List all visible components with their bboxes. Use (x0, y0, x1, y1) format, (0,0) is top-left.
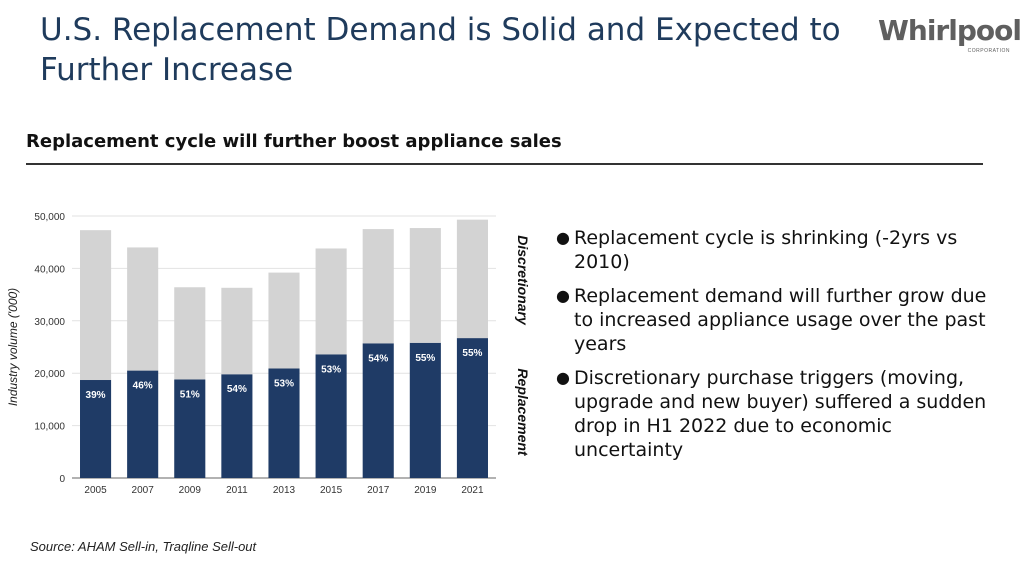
bar-replacement (362, 343, 394, 478)
bar-discretionary (456, 219, 488, 339)
y-tick-label: 10,000 (34, 422, 65, 433)
x-tick-label: 2007 (132, 485, 155, 496)
bar-replacement (315, 354, 347, 478)
stacked-bar-chart: 0 10,000 20,000 30,000 40,000 50,000 Industry … (6, 212, 531, 496)
y-axis-label: Industry volume ('000) (6, 288, 20, 406)
bar-discretionary (362, 229, 394, 344)
x-tick-label: 2005 (84, 485, 107, 496)
x-tick-label: 2009 (179, 485, 202, 496)
legend-discretionary: Discretionary (515, 235, 531, 326)
x-tick-label: 2013 (273, 485, 296, 496)
bullet-text: Replacement demand will further grow due… (574, 285, 987, 355)
bullet-dot: ● (556, 228, 570, 247)
bar-discretionary (221, 287, 253, 375)
section-subtitle: Replacement cycle will further boost app… (26, 131, 562, 152)
x-tick-label: 2015 (320, 485, 343, 496)
bullet-item: ● Replacement cycle is shrinking (-2yrs v… (556, 226, 996, 274)
bar-replacement (409, 342, 441, 478)
divider-rule (26, 163, 983, 165)
data-label: 53% (321, 364, 341, 375)
source-note: Source: AHAM Sell-in, Traqline Sell-out (30, 539, 257, 554)
logo-subtext: CORPORATION (967, 48, 1010, 54)
whirlpool-logo: Whirlpool CORPORATION (878, 14, 1022, 64)
bullet-item: ● Discretionary purchase triggers (moving… (556, 366, 996, 462)
bar-replacement (174, 379, 206, 478)
data-label: 51% (180, 389, 200, 400)
y-tick-label: 0 (59, 474, 65, 485)
bar-replacement (80, 380, 112, 478)
data-label: 55% (415, 353, 435, 364)
data-label: 39% (86, 390, 106, 401)
y-tick-label: 50,000 (34, 212, 65, 223)
bullet-dot: ● (556, 286, 570, 305)
bullet-text: Discretionary purchase triggers (moving,… (574, 367, 987, 461)
y-tick-label: 30,000 (34, 317, 65, 328)
bar-replacement (268, 368, 300, 478)
bar-replacement (456, 338, 488, 478)
bullet-dot: ● (556, 368, 570, 387)
data-label: 46% (133, 381, 153, 392)
bar-discretionary (268, 272, 300, 369)
bar-discretionary (127, 247, 159, 371)
bar-discretionary (174, 287, 206, 380)
slide-title: U.S. Replacement Demand is Solid and Exp… (40, 12, 841, 88)
data-label: 53% (274, 378, 294, 389)
bar-replacement (127, 370, 159, 478)
bullet-text: Replacement cycle is shrinking (-2yrs vs… (574, 227, 958, 273)
bar-discretionary (315, 248, 347, 355)
x-tick-label: 2017 (367, 485, 390, 496)
data-label: 55% (462, 348, 482, 359)
bar-discretionary (80, 230, 112, 381)
bullet-list: ● Replacement cycle is shrinking (-2yrs v… (556, 226, 996, 472)
legend-replacement: Replacement (515, 368, 531, 456)
x-tick-label: 2019 (414, 485, 437, 496)
x-tick-label: 2011 (226, 485, 248, 496)
logo-wordmark: Whirlpool (878, 14, 1022, 47)
data-label: 54% (227, 384, 247, 395)
bullet-item: ● Replacement demand will further grow du… (556, 284, 996, 356)
y-tick-label: 20,000 (34, 369, 65, 380)
data-label: 54% (368, 353, 388, 364)
bar-replacement (221, 374, 253, 478)
x-tick-label: 2021 (461, 485, 484, 496)
y-tick-label: 40,000 (34, 264, 65, 275)
bar-discretionary (409, 228, 441, 343)
